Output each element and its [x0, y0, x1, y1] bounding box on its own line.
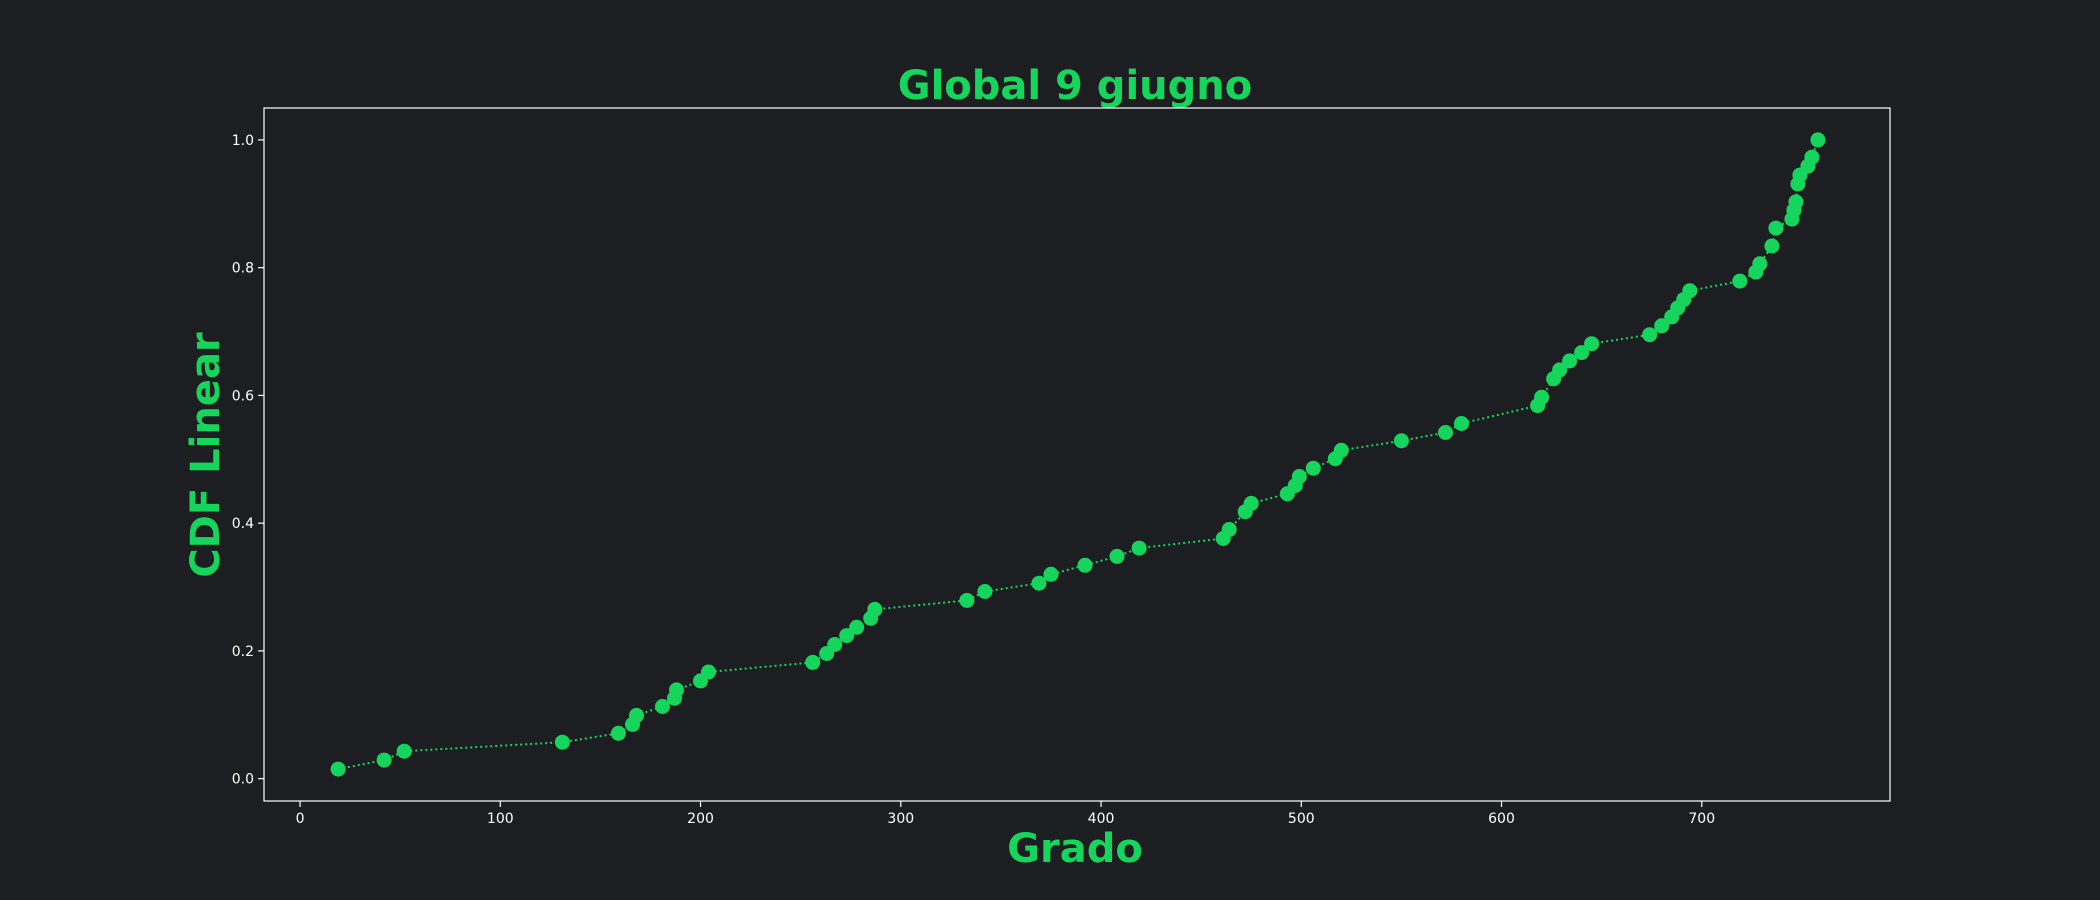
- data-point: [959, 592, 975, 608]
- y-tick-label: 0.2: [232, 644, 254, 660]
- x-tick-label: 100: [487, 811, 514, 827]
- x-tick-label: 500: [1288, 811, 1315, 827]
- data-point: [1131, 540, 1147, 556]
- x-tick-label: 700: [1688, 811, 1715, 827]
- data-point: [1333, 442, 1349, 458]
- data-point: [1534, 389, 1550, 405]
- data-point: [1584, 336, 1600, 352]
- x-tick-label: 0: [296, 811, 305, 827]
- data-point: [554, 734, 570, 750]
- data-point: [1752, 256, 1768, 272]
- data-point: [1788, 194, 1804, 210]
- data-point: [805, 654, 821, 670]
- y-tick-label: 0.4: [232, 516, 254, 532]
- y-tick-label: 0.6: [232, 388, 254, 404]
- data-point: [610, 725, 626, 741]
- data-point: [1454, 416, 1469, 431]
- x-axis-ticks: 0 100 200 300 400 500 600 700: [296, 801, 1715, 827]
- data-point: [1682, 283, 1698, 299]
- y-axis-ticks: 0.0 0.2 0.4 0.6 0.8 1.0: [232, 133, 264, 788]
- data-point: [629, 707, 644, 723]
- data-point: [867, 601, 883, 617]
- data-point: [1810, 132, 1826, 148]
- data-point: [1804, 149, 1820, 165]
- data-point: [1574, 345, 1590, 361]
- data-point: [669, 682, 684, 698]
- data-point: [839, 628, 855, 644]
- data-point: [1562, 353, 1578, 369]
- data-point: [1305, 460, 1321, 476]
- data-point: [376, 752, 392, 768]
- data-point: [1642, 327, 1658, 343]
- data-point: [1031, 575, 1047, 591]
- data-point: [1077, 557, 1093, 573]
- y-axis-title: CDF Linear: [183, 332, 229, 578]
- data-point: [977, 584, 993, 599]
- data-point: [1393, 433, 1409, 449]
- data-point: [1768, 220, 1784, 236]
- data-point: [655, 699, 670, 714]
- x-tick-label: 200: [687, 811, 714, 827]
- data-point: [1221, 522, 1237, 537]
- data-point: [1732, 273, 1748, 289]
- cdf-series-line: [337, 139, 1819, 771]
- data-point: [1764, 238, 1780, 254]
- data-point: [1043, 566, 1059, 582]
- data-point: [1654, 318, 1670, 334]
- x-tick-label: 300: [887, 811, 914, 827]
- data-point: [701, 664, 716, 680]
- data-point: [1438, 425, 1453, 440]
- y-tick-label: 1.0: [232, 133, 254, 149]
- data-point: [330, 761, 346, 777]
- data-point: [1109, 548, 1125, 564]
- x-tick-label: 400: [1088, 811, 1115, 827]
- cdf-data-points: [330, 132, 1826, 777]
- x-tick-label: 600: [1488, 811, 1515, 827]
- y-tick-label: 0.0: [232, 772, 254, 788]
- y-tick-label: 0.8: [232, 261, 254, 277]
- data-point: [849, 619, 865, 635]
- chart-title: Global 9 giugno: [898, 63, 1252, 109]
- data-point: [1552, 362, 1568, 378]
- data-point: [827, 637, 843, 652]
- data-point: [396, 743, 412, 759]
- plot-area-frame: [263, 107, 1891, 802]
- x-axis-title: Grado: [1007, 826, 1143, 872]
- data-point: [1243, 495, 1259, 511]
- data-point: [1291, 469, 1307, 484]
